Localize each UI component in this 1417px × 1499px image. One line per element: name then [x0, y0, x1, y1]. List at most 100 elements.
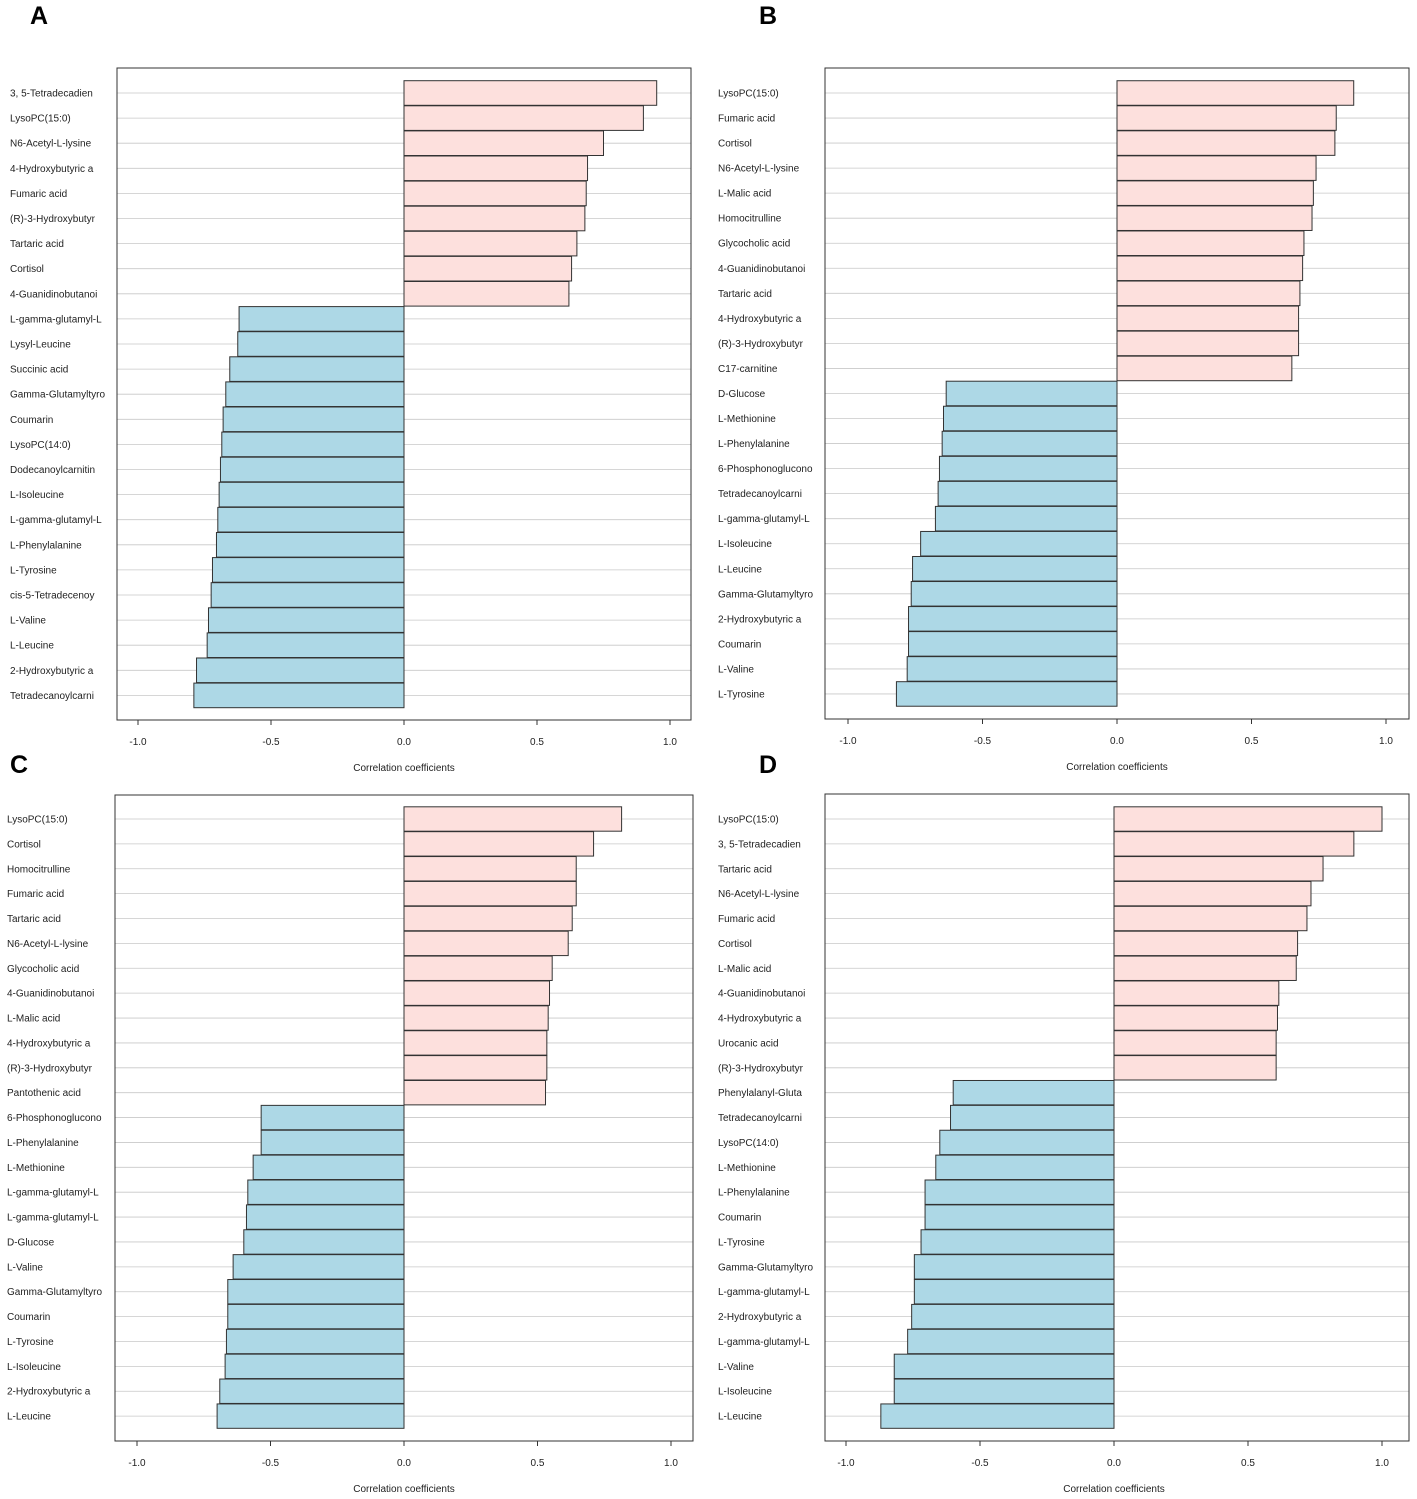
- metabolite-label: D-Glucose: [718, 389, 766, 400]
- metabolite-label: L-Isoleucine: [718, 539, 772, 550]
- x-tick-label: 1.0: [663, 737, 677, 748]
- metabolite-label: 2-Hydroxybutyric a: [7, 1387, 91, 1398]
- metabolite-label: LysoPC(15:0): [7, 815, 68, 826]
- x-axis-title: Correlation coefficients: [353, 1484, 455, 1495]
- bar-positive: [1113, 955, 1297, 981]
- x-tick-label: 0.0: [397, 1458, 411, 1469]
- metabolite-label: L-Tyrosine: [10, 565, 57, 576]
- x-tick-label: 0.0: [1110, 736, 1124, 747]
- metabolite-label: (R)-3-Hydroxybutyr: [10, 214, 96, 225]
- bar-positive: [403, 880, 577, 907]
- panel-b: LysoPC(15:0) Fumaric acid Cortisol N6-Acety…: [718, 67, 1410, 773]
- metabolite-label: Tartaric acid: [10, 239, 64, 250]
- bar-negative: [224, 1353, 405, 1380]
- bar-negative: [908, 606, 1118, 632]
- bar-negative: [920, 530, 1118, 557]
- plot-frame: [824, 793, 1410, 1442]
- bar-negative: [206, 632, 405, 658]
- metabolite-label: Cortisol: [10, 264, 44, 275]
- metabolite-label: Dodecanoylcarnitin: [10, 465, 95, 476]
- x-tick-label: -1.0: [839, 736, 857, 747]
- x-tick-label: 0.0: [1107, 1458, 1121, 1469]
- bar-positive: [403, 281, 570, 307]
- x-tick-label: -0.5: [974, 736, 992, 747]
- bar-negative: [938, 455, 1118, 482]
- x-tick-label: 0.5: [1245, 736, 1259, 747]
- bar-negative: [913, 1279, 1115, 1305]
- bar-positive: [403, 80, 658, 106]
- x-tick-label: -0.5: [262, 737, 280, 748]
- metabolite-label: 2-Hydroxybutyric a: [718, 1312, 802, 1323]
- bar-positive: [403, 1005, 549, 1031]
- bar-negative: [913, 1254, 1115, 1280]
- metabolite-label: L-gamma-glutamyl-L: [7, 1213, 99, 1224]
- bar-negative: [908, 631, 1118, 657]
- metabolite-label: Tartaric acid: [718, 289, 772, 300]
- metabolite-label: L-Phenylalanine: [7, 1138, 79, 1149]
- bar-negative: [211, 557, 405, 583]
- metabolite-label: Homocitrulline: [718, 214, 782, 225]
- bar-negative: [906, 656, 1118, 682]
- metabolite-label: Gamma-Glutamyltyro: [718, 1262, 813, 1273]
- bar-positive: [1113, 1030, 1277, 1056]
- bar-positive: [403, 806, 623, 832]
- x-tick-label: -1.0: [837, 1458, 855, 1469]
- x-tick-label: 1.0: [1379, 736, 1393, 747]
- metabolite-label: 4-Hydroxybutyric a: [7, 1038, 91, 1049]
- bar-negative: [238, 306, 405, 332]
- metabolite-label: L-Methionine: [7, 1163, 65, 1174]
- bar-negative: [950, 1104, 1115, 1131]
- metabolite-label: 4-Guanidinobutanoi: [718, 989, 805, 1000]
- bar-negative: [227, 1279, 405, 1305]
- bar-positive: [1116, 80, 1355, 106]
- metabolite-label: N6-Acetyl-L-lysine: [7, 939, 89, 950]
- bar-positive: [1113, 980, 1280, 1006]
- bar-negative: [219, 456, 405, 483]
- metabolite-label: L-Valine: [718, 664, 754, 675]
- bar-negative: [196, 657, 405, 684]
- metabolite-label: L-Malic acid: [718, 189, 771, 200]
- metabolite-label: L-Methionine: [718, 414, 776, 425]
- bar-negative: [222, 406, 405, 433]
- metabolite-label: D-Glucose: [7, 1237, 55, 1248]
- metabolite-label: L-Isoleucine: [7, 1362, 61, 1373]
- bar-negative: [215, 532, 405, 558]
- bar-negative: [924, 1204, 1115, 1230]
- metabolite-label: L-Malic acid: [718, 964, 771, 975]
- bar-negative: [245, 1204, 405, 1230]
- bar-negative: [893, 1353, 1115, 1380]
- bar-negative: [221, 431, 405, 458]
- x-tick-label: 0.5: [531, 1458, 545, 1469]
- bar-negative: [227, 1303, 405, 1330]
- metabolite-label: L-gamma-glutamyl-L: [718, 514, 810, 525]
- metabolite-label: Tartaric acid: [718, 864, 772, 875]
- bar-negative: [247, 1179, 405, 1205]
- metabolite-label: 2-Hydroxybutyric a: [10, 666, 94, 677]
- bar-negative: [229, 356, 405, 382]
- metabolite-label: L-gamma-glutamyl-L: [7, 1188, 99, 1199]
- bar-positive: [1116, 305, 1300, 332]
- metabolite-label: L-Isoleucine: [10, 490, 64, 501]
- metabolite-label: L-gamma-glutamyl-L: [718, 1287, 810, 1298]
- x-tick-label: 1.0: [664, 1458, 678, 1469]
- metabolite-label: 4-Hydroxybutyric a: [718, 1014, 802, 1025]
- panel-c: LysoPC(15:0) Cortisol Homocitrulline Fumari…: [7, 794, 694, 1495]
- metabolite-label: 4-Hydroxybutyric a: [718, 314, 802, 325]
- bar-positive: [403, 230, 578, 257]
- bar-negative: [217, 506, 405, 533]
- x-axis-title: Correlation coefficients: [353, 763, 455, 774]
- bar-positive: [1116, 255, 1304, 282]
- bar-negative: [945, 380, 1118, 407]
- metabolite-label: Fumaric acid: [7, 889, 64, 900]
- metabolite-label: L-Tyrosine: [718, 1237, 765, 1248]
- bar-negative: [924, 1179, 1115, 1205]
- metabolite-label: L-gamma-glutamyl-L: [10, 515, 102, 526]
- metabolite-label: LysoPC(15:0): [718, 89, 779, 100]
- bar-positive: [1116, 355, 1293, 382]
- metabolite-label: Gamma-Glutamyltyro: [10, 390, 105, 401]
- bar-positive: [1116, 105, 1337, 131]
- bar-positive: [1116, 330, 1300, 357]
- panel-d-letter: D: [759, 751, 777, 779]
- bar-positive: [1116, 155, 1317, 181]
- metabolite-label: L-Leucine: [10, 641, 54, 652]
